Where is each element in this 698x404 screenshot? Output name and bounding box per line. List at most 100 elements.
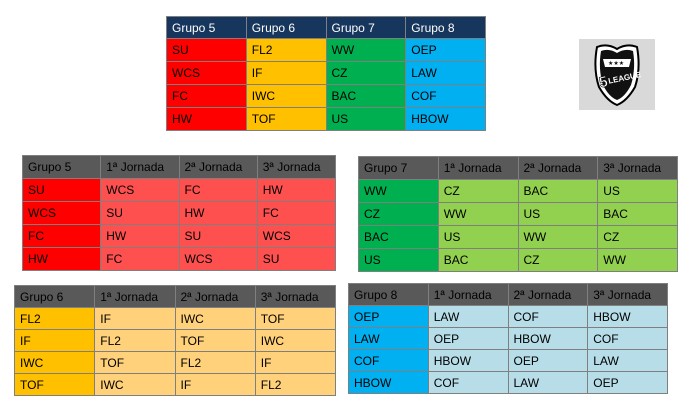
schedule-header: 3ª Jornada xyxy=(254,285,337,308)
table-cell: HW xyxy=(166,107,247,131)
table-cell: HW xyxy=(178,201,258,225)
table-cell: TOF xyxy=(174,329,256,352)
table-cell: FC xyxy=(100,247,180,271)
team-cell: HW xyxy=(21,247,102,271)
table-row: HW FC WCS SU xyxy=(21,247,337,271)
table-cell: HBOW xyxy=(587,305,668,328)
table-cell: WCS xyxy=(256,224,337,248)
table-cell: BAC xyxy=(437,248,519,272)
table-row: WCS SU HW FC xyxy=(21,201,337,225)
table-cell: FL2 xyxy=(174,351,256,374)
team-cell: HBOW xyxy=(348,371,429,394)
table-cell: OEP xyxy=(587,371,668,394)
table-cell: COF xyxy=(507,305,589,328)
table-cell: HBOW xyxy=(507,327,589,350)
table-cell: TOF xyxy=(254,307,337,330)
table-cell: FL2 xyxy=(245,38,327,62)
table-row: LAW OEP HBOW COF xyxy=(348,327,668,350)
table-cell: IF xyxy=(94,307,176,330)
header-grupo-7: Grupo 7 xyxy=(325,16,407,39)
schedule-header: 2ª Jornada xyxy=(517,156,599,180)
table-row: OEP LAW COF HBOW xyxy=(348,305,668,328)
table-cell: SU xyxy=(100,201,180,225)
team-cell: BAC xyxy=(358,225,439,249)
table-cell: COF xyxy=(405,84,486,108)
schedule-header: 2ª Jornada xyxy=(178,155,258,179)
table-cell: IF xyxy=(245,61,327,85)
table-row: TOF IWC IF FL2 xyxy=(13,373,337,396)
table-cell: HW xyxy=(100,224,180,248)
schedule-header: 1ª Jornada xyxy=(94,285,176,308)
schedule-header-row: Grupo 7 1ª Jornada 2ª Jornada 3ª Jornada xyxy=(358,156,678,180)
team-cell: CZ xyxy=(358,202,439,226)
table-cell: FL2 xyxy=(94,329,176,352)
svg-text:5: 5 xyxy=(598,73,610,91)
schedule-grupo-6-table: Grupo 6 1ª Jornada 2ª Jornada 3ª Jornada… xyxy=(13,285,337,396)
table-cell: HW xyxy=(256,178,337,202)
table-row: SU FL2 WW OEP xyxy=(166,38,486,62)
table-cell: LAW xyxy=(405,61,486,85)
schedule-header: 3ª Jornada xyxy=(256,155,337,179)
team-cell: WW xyxy=(358,179,439,203)
groups-table: Grupo 5 Grupo 6 Grupo 7 Grupo 8 SU FL2 W… xyxy=(166,16,486,131)
table-cell: BAC xyxy=(325,84,407,108)
table-row: HBOW COF LAW OEP xyxy=(348,371,668,394)
table-cell: SU xyxy=(178,224,258,248)
table-cell: US xyxy=(437,225,519,249)
league-shield-icon: ★★★ 5 LEAGUE xyxy=(594,44,642,107)
header-grupo-5: Grupo 5 xyxy=(166,16,247,39)
table-row: HW TOF US HBOW xyxy=(166,107,486,131)
table-cell: US xyxy=(325,107,407,131)
schedule-grupo-7-table: Grupo 7 1ª Jornada 2ª Jornada 3ª Jornada… xyxy=(358,156,678,272)
team-cell: LAW xyxy=(348,327,429,350)
table-cell: TOF xyxy=(94,351,176,374)
table-cell: FC xyxy=(166,84,247,108)
table-cell: BAC xyxy=(517,179,599,203)
schedule-header: Grupo 5 xyxy=(21,155,102,179)
schedule-grupo-5-table: Grupo 5 1ª Jornada 2ª Jornada 3ª Jornada… xyxy=(21,155,337,271)
header-grupo-6: Grupo 6 xyxy=(245,16,327,39)
table-row: US BAC CZ WW xyxy=(358,248,678,272)
table-row: IWC TOF FL2 IF xyxy=(13,351,337,374)
table-row: IF FL2 TOF IWC xyxy=(13,329,337,352)
schedule-header-row: Grupo 8 1ª Jornada 2ª Jornada 3ª Jornada xyxy=(348,283,668,306)
table-cell: IWC xyxy=(245,84,327,108)
table-cell: TOF xyxy=(245,107,327,131)
table-row: FL2 IF IWC TOF xyxy=(13,307,337,330)
schedule-grupo-8-table: Grupo 8 1ª Jornada 2ª Jornada 3ª Jornada… xyxy=(348,283,668,394)
table-cell: IWC xyxy=(174,307,256,330)
table-cell: WCS xyxy=(178,247,258,271)
schedule-header: Grupo 7 xyxy=(358,156,439,180)
table-cell: HBOW xyxy=(405,107,486,131)
table-cell: IF xyxy=(254,351,337,374)
table-cell: WW xyxy=(597,248,678,272)
table-cell: SU xyxy=(166,38,247,62)
table-cell: COF xyxy=(587,327,668,350)
table-cell: LAW xyxy=(507,371,589,394)
table-cell: BAC xyxy=(597,202,678,226)
team-cell: OEP xyxy=(348,305,429,328)
schedule-header: 1ª Jornada xyxy=(100,155,180,179)
team-cell: COF xyxy=(348,349,429,372)
table-cell: OEP xyxy=(405,38,486,62)
team-cell: FL2 xyxy=(13,307,96,330)
schedule-header: 3ª Jornada xyxy=(587,283,668,306)
table-cell: OEP xyxy=(427,327,509,350)
table-cell: LAW xyxy=(587,349,668,372)
schedule-header: Grupo 8 xyxy=(348,283,429,306)
table-cell: IWC xyxy=(94,373,176,396)
table-cell: CZ xyxy=(437,179,519,203)
table-cell: HBOW xyxy=(427,349,509,372)
table-cell: WW xyxy=(325,38,407,62)
table-cell: FC xyxy=(256,201,337,225)
table-cell: US xyxy=(517,202,599,226)
schedule-header: 2ª Jornada xyxy=(174,285,256,308)
groups-header-row: Grupo 5 Grupo 6 Grupo 7 Grupo 8 xyxy=(166,16,486,39)
schedule-header: 1ª Jornada xyxy=(437,156,519,180)
table-row: WW CZ BAC US xyxy=(358,179,678,203)
schedule-header: Grupo 6 xyxy=(13,285,96,308)
team-cell: SU xyxy=(21,178,102,202)
table-cell: IF xyxy=(174,373,256,396)
team-cell: TOF xyxy=(13,373,96,396)
table-cell: WCS xyxy=(100,178,180,202)
